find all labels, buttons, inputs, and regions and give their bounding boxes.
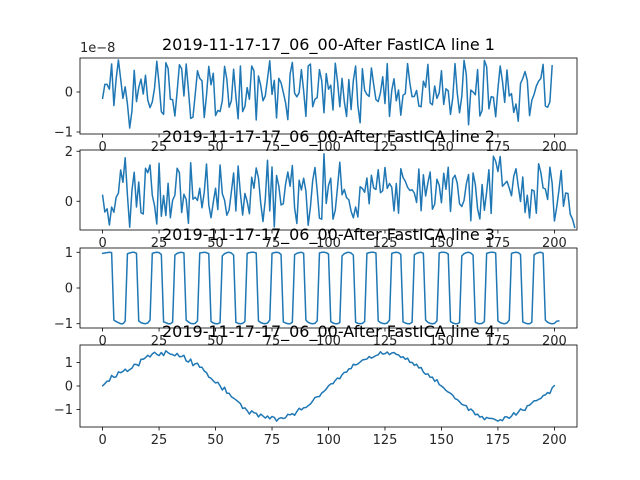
x-tick-label: 0 <box>98 236 106 251</box>
x-tick-label: 125 <box>373 433 398 448</box>
y-tick-label: 0 <box>65 195 73 210</box>
x-tick-label: 200 <box>542 334 567 349</box>
subplot-title: 2019-11-17-17_06_00-After FastICA line 1 <box>162 35 495 55</box>
series-line-3 <box>101 251 560 325</box>
x-tick-label: 0 <box>98 140 106 155</box>
x-tick-label: 50 <box>207 433 224 448</box>
y-tick-label: 0 <box>65 282 73 297</box>
x-tick-label: 50 <box>207 236 224 251</box>
x-tick-label: 75 <box>264 140 281 155</box>
y-tick-label: −1 <box>54 317 73 332</box>
series-line-2 <box>101 153 576 229</box>
y-tick-label: 0 <box>65 380 73 395</box>
x-tick-label: 100 <box>316 236 341 251</box>
subplot-1: 0 25 50 75 100 125 150 175 200 −1 0 1e−8 2019-11-17-… <box>54 35 578 155</box>
x-tick-label: 150 <box>429 140 454 155</box>
x-tick-label: 150 <box>429 236 454 251</box>
x-tick-label: 0 <box>98 334 106 349</box>
x-tick-label: 50 <box>207 140 224 155</box>
y-tick-label: −1 <box>54 126 73 141</box>
subplot-title: 2019-11-17-17_06_00-After FastICA line 2 <box>162 127 495 147</box>
subplot-4: 0 25 50 75 100 125 150 175 200 −1 0 1 2019-11-17-17_… <box>54 322 578 448</box>
x-tick-label: 25 <box>151 236 168 251</box>
y-tick-label: −1 <box>54 403 73 418</box>
series-line-4 <box>101 350 556 422</box>
x-tick-label: 0 <box>98 433 106 448</box>
y-tick-label: 1 <box>65 356 73 371</box>
x-tick-label: 200 <box>542 236 567 251</box>
y-tick-label: 2 <box>65 145 73 160</box>
subplot-title: 2019-11-17-17_06_00-After FastICA line 4 <box>162 322 495 342</box>
x-tick-label: 200 <box>542 140 567 155</box>
x-tick-label: 100 <box>316 433 341 448</box>
series-line-1 <box>101 59 553 129</box>
x-tick-label: 75 <box>264 236 281 251</box>
axis-offset-label: 1e−8 <box>80 41 115 56</box>
x-tick-label: 75 <box>264 433 281 448</box>
subplot-2: 0 25 50 75 100 125 150 175 200 0 2 2019-11-17-17_06… <box>65 127 578 251</box>
y-tick-label: 1 <box>65 246 73 261</box>
x-tick-label: 125 <box>373 236 398 251</box>
x-tick-label: 150 <box>429 433 454 448</box>
x-tick-label: 200 <box>542 433 567 448</box>
x-tick-label: 25 <box>151 433 168 448</box>
x-tick-label: 175 <box>486 236 511 251</box>
y-tick-label: 0 <box>65 86 73 101</box>
x-tick-label: 25 <box>151 140 168 155</box>
x-tick-label: 100 <box>316 140 341 155</box>
x-tick-label: 175 <box>486 140 511 155</box>
subplot-title: 2019-11-17-17_06_00-After FastICA line 3 <box>162 225 495 245</box>
x-tick-label: 175 <box>486 433 511 448</box>
x-tick-label: 125 <box>373 140 398 155</box>
